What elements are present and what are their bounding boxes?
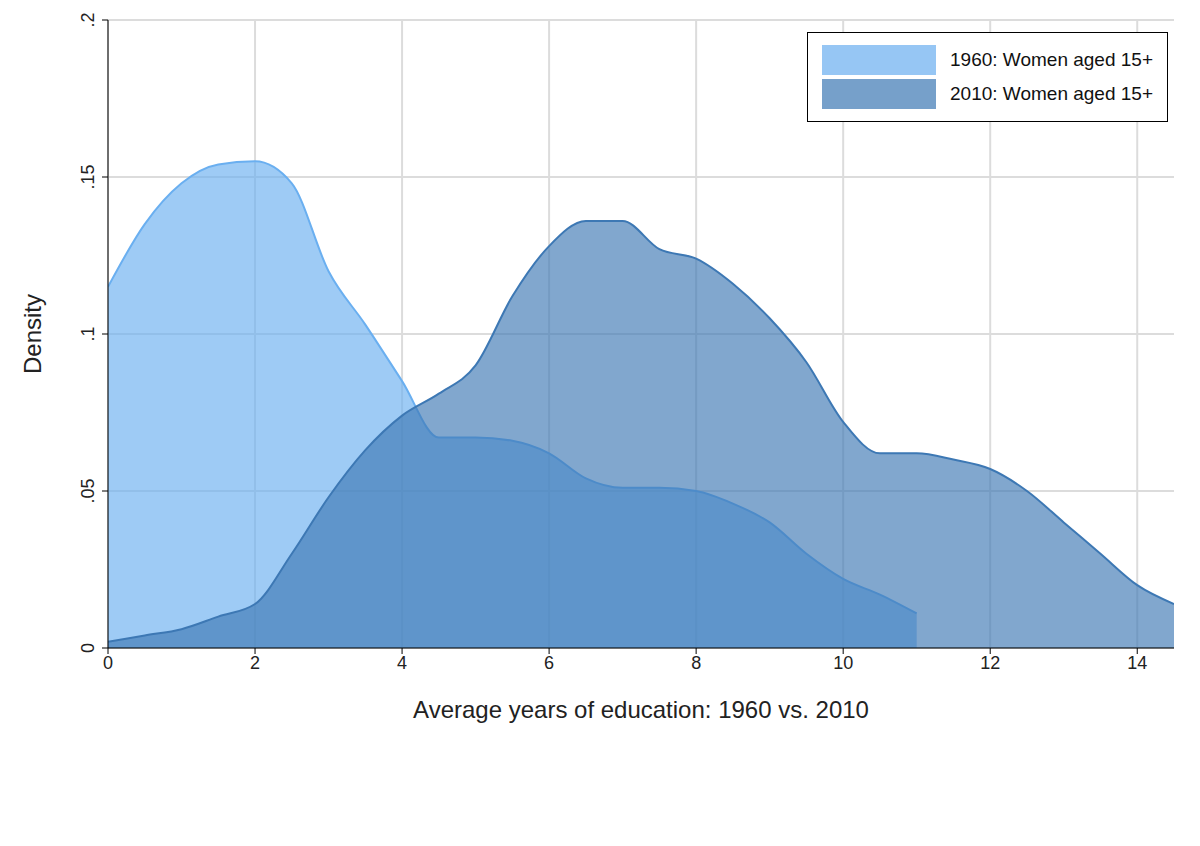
svg-text:4: 4 xyxy=(397,653,407,673)
svg-text:8: 8 xyxy=(691,653,701,673)
html-text:1960: Women aged 15+: 1960: Women aged 15+ xyxy=(950,49,1153,70)
svg-text:0: 0 xyxy=(103,653,113,673)
svg-text:2: 2 xyxy=(250,653,260,673)
svg-text:0: 0 xyxy=(78,643,98,653)
svg-text:.15: .15 xyxy=(78,164,98,189)
svg-text:10: 10 xyxy=(833,653,853,673)
svg-text:12: 12 xyxy=(980,653,1000,673)
svg-text:6: 6 xyxy=(544,653,554,673)
svg-text:14: 14 xyxy=(1127,653,1147,673)
svg-text:Average years of education: 19: Average years of education: 1960 vs. 201… xyxy=(413,696,869,723)
svg-text:.05: .05 xyxy=(78,478,98,503)
html-text:2010: Women aged 15+: 2010: Women aged 15+ xyxy=(950,83,1153,104)
svg-text:.2: .2 xyxy=(78,12,98,27)
svg-text:Density: Density xyxy=(19,294,46,374)
svg-text:.1: .1 xyxy=(78,326,98,341)
